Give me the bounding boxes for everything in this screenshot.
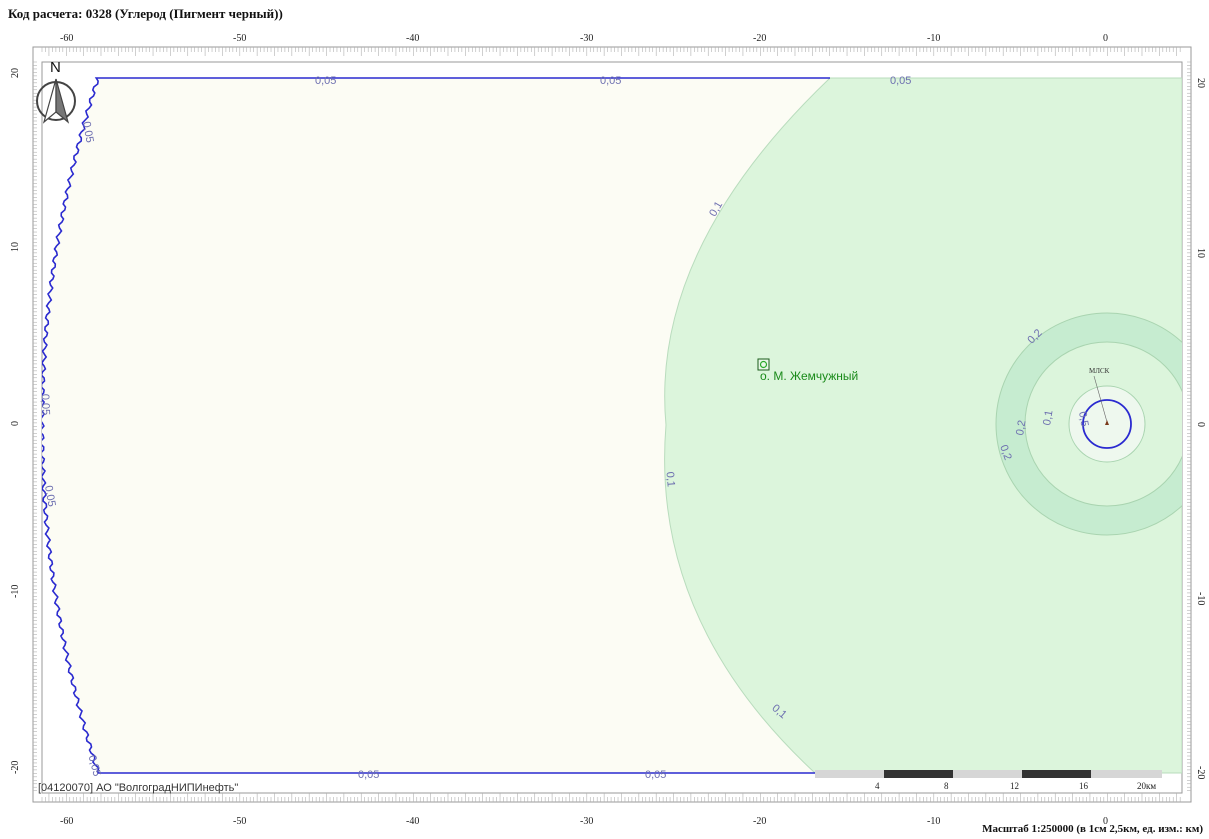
x-tick-label: -60 — [60, 816, 73, 827]
source-marker[interactable]: МЛСК — [1089, 367, 1110, 425]
y-tick-label: 0 — [1195, 422, 1206, 427]
label-005-left-1: 0,05 — [80, 121, 96, 144]
scalebar-label: 20км — [1137, 781, 1156, 791]
y-tick-label: 10 — [10, 242, 21, 252]
label-01-right: 0,1 — [1041, 409, 1055, 426]
y-tick-label: 0 — [10, 421, 21, 426]
label-02-left: 0,2 — [1014, 419, 1028, 436]
x-axis-top: -60 -50 -40 -30 -20 -10 0 — [60, 33, 1108, 44]
y-axis-right: 20 10 0 -10 -20 — [1195, 78, 1206, 779]
x-tick-label: -50 — [233, 33, 246, 44]
island-marker[interactable]: о. М. Жемчужный — [757, 358, 858, 383]
label-005-left-4: 0,05 — [86, 754, 103, 778]
x-tick-label: -10 — [927, 33, 940, 44]
y-tick-label: -10 — [10, 585, 21, 598]
x-tick-label: -50 — [233, 816, 246, 827]
y-tick-label: -20 — [1195, 766, 1206, 779]
map-title: Код расчета: 0328 (Углерод (Пигмент черн… — [8, 6, 283, 21]
label-005-left-2: 0,05 — [39, 394, 52, 416]
x-tick-label: -30 — [580, 816, 593, 827]
label-005-bottom-1: 0,05 — [358, 769, 379, 781]
y-tick-label: 20 — [1195, 78, 1206, 88]
scalebar-label: 8 — [944, 781, 949, 791]
x-tick-label: -10 — [927, 816, 940, 827]
island-label: о. М. Жемчужный — [760, 369, 858, 383]
x-axis-bottom: -60 -50 -40 -30 -20 -10 0 — [60, 816, 1108, 827]
label-005-top-2: 0,05 — [600, 75, 621, 87]
x-tick-label: -30 — [580, 33, 593, 44]
x-tick-label: -40 — [406, 816, 419, 827]
north-arrow-icon: N — [36, 59, 76, 124]
scale-bar: 4 8 12 16 20км — [815, 770, 1162, 791]
scalebar-label: 16 — [1079, 781, 1089, 791]
label-005-left-3: 0,05 — [42, 485, 58, 508]
source-label: МЛСК — [1089, 367, 1110, 375]
scalebar-label: 12 — [1010, 781, 1019, 791]
label-05: 0,5 — [1076, 411, 1090, 428]
y-tick-label: 20 — [10, 68, 21, 78]
scale-caption: Масштаб 1:250000 (в 1см 2,5км, ед. изм.:… — [982, 823, 1203, 835]
label-02-bottom: 0,2 — [997, 443, 1014, 461]
scalebar-label: 4 — [875, 781, 880, 791]
x-tick-label: 0 — [1103, 816, 1108, 827]
inner-blue-contour — [1082, 399, 1132, 449]
x-tick-label: -20 — [753, 33, 766, 44]
label-005-top-1: 0,05 — [315, 75, 336, 87]
y-tick-label: -10 — [1195, 592, 1206, 605]
organization-label: [04120070] АО "ВолгоградНИПИнефть" — [38, 782, 238, 794]
y-tick-label: -20 — [10, 761, 21, 774]
label-01-left: 0,1 — [663, 471, 676, 487]
blue-contour-line — [42, 77, 830, 774]
label-005-bottom-2: 0,05 — [645, 769, 666, 781]
y-axis-left: 20 10 0 -10 -20 — [10, 68, 21, 774]
north-label: N — [50, 59, 61, 76]
x-tick-label: -40 — [406, 33, 419, 44]
label-005-top-3: 0,05 — [890, 75, 911, 87]
y-tick-label: 10 — [1195, 248, 1206, 258]
x-tick-label: 0 — [1103, 33, 1108, 44]
contour-fill-01 — [664, 77, 1182, 774]
x-tick-label: -60 — [60, 33, 73, 44]
contour-labels: 0,05 0,05 0,05 0,05 0,05 0,05 0,05 0,05 … — [39, 75, 1091, 781]
x-tick-label: -20 — [753, 816, 766, 827]
